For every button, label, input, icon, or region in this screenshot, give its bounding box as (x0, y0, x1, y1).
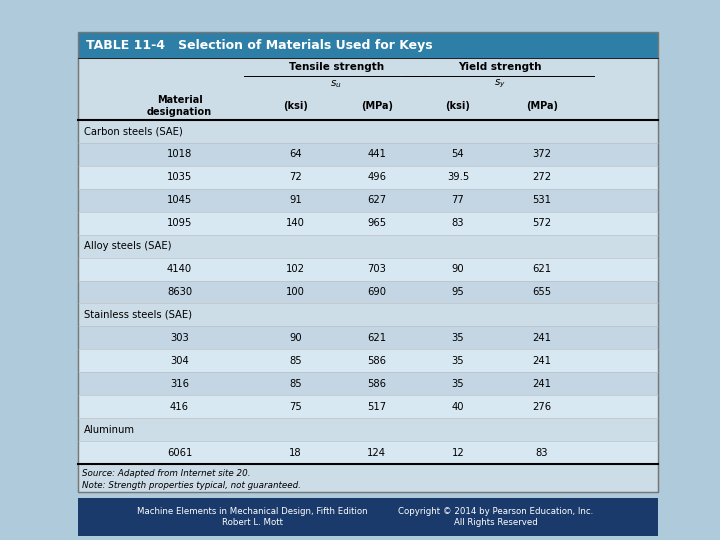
FancyBboxPatch shape (78, 166, 658, 189)
Text: 64: 64 (289, 150, 302, 159)
Text: 18: 18 (289, 448, 302, 457)
Text: 621: 621 (532, 264, 552, 274)
Text: Machine Elements in Mechanical Design, Fifth Edition
Robert L. Mott: Machine Elements in Mechanical Design, F… (137, 507, 367, 528)
Text: 241: 241 (533, 333, 552, 343)
Text: 35: 35 (451, 356, 464, 366)
FancyBboxPatch shape (78, 418, 658, 441)
Text: 1035: 1035 (167, 172, 192, 183)
Text: 100: 100 (286, 287, 305, 297)
Text: 102: 102 (286, 264, 305, 274)
Text: Aluminum: Aluminum (84, 424, 135, 435)
Text: 304: 304 (170, 356, 189, 366)
Text: 83: 83 (536, 448, 548, 457)
FancyBboxPatch shape (78, 441, 658, 464)
Text: 1018: 1018 (167, 150, 192, 159)
Text: (MPa): (MPa) (526, 101, 558, 111)
Text: 496: 496 (367, 172, 386, 183)
Text: Copyright © 2014 by Pearson Education, Inc.
All Rights Reserved: Copyright © 2014 by Pearson Education, I… (398, 507, 593, 528)
Text: Alloy steels (SAE): Alloy steels (SAE) (84, 241, 171, 251)
FancyBboxPatch shape (78, 120, 658, 143)
FancyBboxPatch shape (78, 303, 658, 326)
Text: 1045: 1045 (167, 195, 192, 205)
FancyBboxPatch shape (78, 143, 658, 166)
Text: 75: 75 (289, 402, 302, 411)
Text: 8630: 8630 (167, 287, 192, 297)
Text: Note: Strength properties typical, not guaranteed.: Note: Strength properties typical, not g… (82, 481, 301, 489)
FancyBboxPatch shape (78, 281, 658, 303)
FancyBboxPatch shape (78, 258, 658, 281)
Text: 416: 416 (170, 402, 189, 411)
Text: 39.5: 39.5 (447, 172, 469, 183)
Text: 1095: 1095 (167, 218, 192, 228)
Text: 241: 241 (533, 356, 552, 366)
Text: 4140: 4140 (167, 264, 192, 274)
FancyBboxPatch shape (78, 395, 658, 418)
Text: 77: 77 (451, 195, 464, 205)
Text: 572: 572 (532, 218, 552, 228)
FancyBboxPatch shape (78, 235, 658, 258)
Text: 54: 54 (451, 150, 464, 159)
Text: (ksi): (ksi) (446, 101, 470, 111)
Text: (ksi): (ksi) (283, 101, 308, 111)
Text: 35: 35 (451, 379, 464, 389)
FancyBboxPatch shape (78, 326, 658, 349)
Text: 35: 35 (451, 333, 464, 343)
Text: 276: 276 (532, 402, 552, 411)
Text: Source: Adapted from Internet site 20.: Source: Adapted from Internet site 20. (82, 469, 251, 477)
Text: 965: 965 (367, 218, 386, 228)
Text: 90: 90 (451, 264, 464, 274)
Text: 40: 40 (451, 402, 464, 411)
Text: 703: 703 (367, 264, 386, 274)
Text: 627: 627 (367, 195, 386, 205)
FancyBboxPatch shape (78, 58, 658, 492)
Text: 531: 531 (533, 195, 552, 205)
Text: 241: 241 (533, 379, 552, 389)
Text: 441: 441 (367, 150, 386, 159)
Text: 124: 124 (367, 448, 386, 457)
Text: 586: 586 (367, 379, 386, 389)
FancyBboxPatch shape (78, 189, 658, 212)
Text: 517: 517 (367, 402, 386, 411)
FancyBboxPatch shape (78, 372, 658, 395)
Text: $s_u$: $s_u$ (330, 78, 342, 90)
Text: 586: 586 (367, 356, 386, 366)
Text: 95: 95 (451, 287, 464, 297)
Text: 91: 91 (289, 195, 302, 205)
Text: 140: 140 (286, 218, 305, 228)
Text: TABLE 11-4   Selection of Materials Used for Keys: TABLE 11-4 Selection of Materials Used f… (86, 38, 433, 51)
FancyBboxPatch shape (78, 349, 658, 372)
Text: $s_y$: $s_y$ (494, 78, 506, 91)
Text: 6061: 6061 (167, 448, 192, 457)
FancyBboxPatch shape (78, 212, 658, 235)
Text: 12: 12 (451, 448, 464, 457)
Text: 303: 303 (170, 333, 189, 343)
Text: Carbon steels (SAE): Carbon steels (SAE) (84, 126, 183, 137)
Text: Stainless steels (SAE): Stainless steels (SAE) (84, 310, 192, 320)
Text: Tensile strength: Tensile strength (289, 62, 384, 72)
Text: 72: 72 (289, 172, 302, 183)
Text: 85: 85 (289, 356, 302, 366)
Text: 690: 690 (367, 287, 386, 297)
Text: 83: 83 (451, 218, 464, 228)
Text: 316: 316 (170, 379, 189, 389)
Text: 372: 372 (533, 150, 552, 159)
FancyBboxPatch shape (78, 498, 658, 536)
Text: 85: 85 (289, 379, 302, 389)
Text: 90: 90 (289, 333, 302, 343)
FancyBboxPatch shape (78, 32, 658, 58)
Text: 272: 272 (532, 172, 552, 183)
Text: 621: 621 (367, 333, 386, 343)
Text: (MPa): (MPa) (361, 101, 392, 111)
Text: Material
designation: Material designation (147, 95, 212, 117)
Text: 655: 655 (532, 287, 552, 297)
Text: Yield strength: Yield strength (458, 62, 541, 72)
